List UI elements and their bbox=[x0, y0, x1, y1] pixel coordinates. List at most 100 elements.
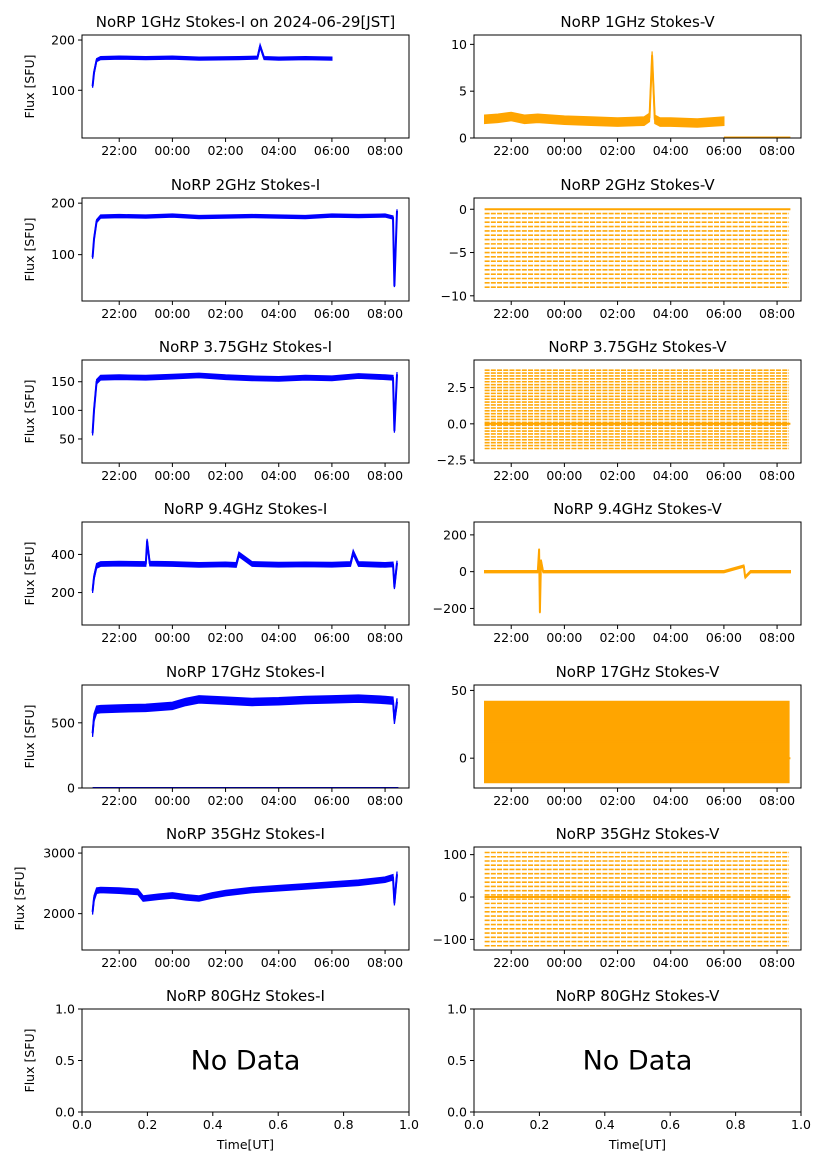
chart-title: NoRP 9.4GHz Stokes-V bbox=[553, 500, 722, 518]
x-tick-label: 02:00 bbox=[208, 630, 244, 645]
axes-frame bbox=[81, 359, 410, 464]
y-tick-label: −2.5 bbox=[437, 453, 467, 468]
y-tick-label: 5 bbox=[459, 84, 467, 99]
axes-frame bbox=[473, 359, 802, 464]
x-tick-label: 02:00 bbox=[208, 306, 244, 321]
series-0-line bbox=[91, 697, 398, 734]
chart-title: NoRP 35GHz Stokes-I bbox=[166, 825, 325, 843]
plot-area bbox=[484, 700, 791, 784]
chart-2ghz-i: 22:00 00:00 02:00 04:00 06:00 08:00 100 200 NoRP… bbox=[22, 176, 410, 321]
x-tick-label: 06:00 bbox=[706, 306, 742, 321]
y-axis-label: Flux [SFU] bbox=[12, 867, 27, 931]
x-tick-label: 04:00 bbox=[261, 468, 297, 483]
x-tick-label: 06:00 bbox=[706, 468, 742, 483]
y-tick-label: −100 bbox=[433, 932, 467, 947]
axes-frame bbox=[473, 197, 802, 302]
series-0-line bbox=[91, 874, 398, 912]
x-tick-label: 08:00 bbox=[367, 630, 403, 645]
x-tick-label: 0.4 bbox=[203, 1117, 223, 1132]
y-tick-label: 200 bbox=[51, 196, 75, 211]
plot-area bbox=[484, 208, 791, 288]
y-tick-label: 200 bbox=[443, 527, 467, 542]
chart-375ghz-i: 22:00 00:00 02:00 04:00 06:00 08:00 50 100 150 No… bbox=[22, 338, 410, 483]
y-tick-label: 3000 bbox=[43, 846, 75, 861]
series-0-line bbox=[484, 548, 791, 614]
x-tick-label: 04:00 bbox=[653, 955, 689, 970]
x-tick-label: 06:00 bbox=[314, 630, 350, 645]
x-tick-label: 06:00 bbox=[314, 143, 350, 158]
x-tick-label: 00:00 bbox=[546, 793, 582, 808]
y-tick-label: 0 bbox=[459, 564, 467, 579]
axes-frame bbox=[473, 34, 802, 139]
y-tick-label: 150 bbox=[51, 374, 75, 389]
y-tick-label: −10 bbox=[441, 288, 467, 303]
series-0-band bbox=[484, 548, 792, 614]
series-0-line bbox=[91, 45, 332, 87]
x-tick-label: 04:00 bbox=[653, 793, 689, 808]
chart-35ghz-i: 22:00 00:00 02:00 04:00 06:00 08:00 2000 3000 No… bbox=[12, 825, 410, 970]
x-tick-label: 08:00 bbox=[759, 793, 795, 808]
x-tick-label: 1.0 bbox=[399, 1117, 419, 1132]
chart-80ghz-i: 0.0 0.2 0.4 0.6 0.8 1.0 0.0 0.5 1.0 NoRP 80GHz St… bbox=[22, 987, 419, 1152]
axes-frame bbox=[81, 34, 410, 139]
x-tick-label: 04:00 bbox=[653, 306, 689, 321]
x-tick-label: 08:00 bbox=[367, 306, 403, 321]
x-tick-label: 0.6 bbox=[268, 1117, 288, 1132]
x-tick-label: 02:00 bbox=[600, 793, 636, 808]
x-tick-label: 04:00 bbox=[653, 630, 689, 645]
y-tick-label: 100 bbox=[51, 403, 75, 418]
y-tick-label: 0 bbox=[67, 781, 75, 796]
y-tick-label: 2.5 bbox=[447, 380, 467, 395]
axes-frame bbox=[81, 684, 410, 789]
x-tick-label: 06:00 bbox=[314, 306, 350, 321]
x-tick-label: 22:00 bbox=[101, 468, 137, 483]
x-tick-label: 06:00 bbox=[706, 143, 742, 158]
x-tick-label: 04:00 bbox=[261, 306, 297, 321]
x-tick-label: 22:00 bbox=[101, 143, 137, 158]
axes-frame bbox=[81, 521, 410, 626]
x-tick-label: 00:00 bbox=[546, 468, 582, 483]
chart-title: NoRP 3.75GHz Stokes-V bbox=[548, 338, 727, 356]
y-tick-label: 200 bbox=[51, 33, 75, 48]
y-axis-label: Flux [SFU] bbox=[22, 55, 37, 119]
x-tick-label: 08:00 bbox=[367, 955, 403, 970]
series-0-line bbox=[484, 54, 724, 124]
x-tick-label: 02:00 bbox=[208, 955, 244, 970]
plot-area bbox=[91, 371, 398, 436]
chart-title: NoRP 17GHz Stokes-V bbox=[556, 663, 721, 681]
no-data-label: No Data bbox=[191, 1046, 301, 1077]
x-tick-label: 08:00 bbox=[367, 143, 403, 158]
x-tick-label: 08:00 bbox=[759, 468, 795, 483]
y-axis-label: Flux [SFU] bbox=[22, 705, 37, 769]
chart-title: NoRP 80GHz Stokes-I bbox=[166, 987, 325, 1005]
x-tick-label: 06:00 bbox=[314, 793, 350, 808]
y-tick-label: 2000 bbox=[43, 906, 75, 921]
x-tick-label: 02:00 bbox=[208, 143, 244, 158]
y-tick-label: 0 bbox=[459, 131, 467, 146]
x-tick-label: 04:00 bbox=[261, 143, 297, 158]
x-tick-label: 08:00 bbox=[367, 793, 403, 808]
chart-title: NoRP 80GHz Stokes-V bbox=[556, 987, 721, 1005]
axes-frame bbox=[473, 521, 802, 626]
x-tick-label: 08:00 bbox=[759, 955, 795, 970]
plot-area bbox=[91, 871, 398, 915]
x-tick-label: 00:00 bbox=[154, 468, 190, 483]
chart-title: NoRP 3.75GHz Stokes-I bbox=[159, 338, 332, 356]
plot-area bbox=[91, 209, 398, 288]
x-tick-label: 06:00 bbox=[706, 793, 742, 808]
plot-area bbox=[484, 369, 791, 450]
x-tick-label: 06:00 bbox=[314, 468, 350, 483]
x-tick-label: 0.8 bbox=[334, 1117, 354, 1132]
x-tick-label: 00:00 bbox=[154, 630, 190, 645]
chart-title: NoRP 2GHz Stokes-I bbox=[171, 176, 320, 194]
no-data-label: No Data bbox=[583, 1046, 693, 1077]
chart-1ghz-v: 22:00 00:00 02:00 04:00 06:00 08:00 0 5 10 NoRP 1… bbox=[451, 13, 802, 158]
x-tick-label: 06:00 bbox=[706, 955, 742, 970]
x-tick-label: 08:00 bbox=[759, 143, 795, 158]
y-tick-label: 0.0 bbox=[447, 1105, 467, 1120]
plot-area bbox=[484, 51, 791, 138]
x-tick-label: 04:00 bbox=[653, 143, 689, 158]
x-tick-label: 0.8 bbox=[726, 1117, 746, 1132]
x-tick-label: 00:00 bbox=[154, 306, 190, 321]
